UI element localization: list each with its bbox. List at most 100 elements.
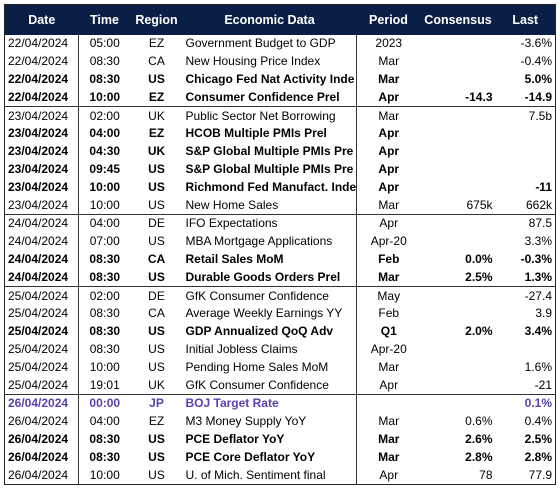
consensus-cell: 675k	[466, 197, 493, 212]
time-cell: 08:30	[89, 431, 121, 446]
period-cell: Q1	[356, 322, 421, 341]
region-cell: CA	[147, 251, 166, 266]
event-cell: Initial Jobless Claims	[185, 341, 298, 356]
period-cell: Feb	[356, 304, 421, 323]
last-cell	[496, 341, 556, 359]
period-cell: Mar	[356, 52, 421, 71]
table-row: 23/04/2024 02:00 UK Public Sector Net Borro…	[4, 106, 556, 125]
consensus-cell	[420, 106, 496, 125]
period-cell: Apr	[356, 142, 421, 161]
time-cell: 10:00	[89, 467, 120, 482]
last-cell: 1.6%	[524, 359, 552, 374]
consensus-cell: 78	[479, 467, 493, 482]
last-cell: 3.3%	[524, 234, 552, 249]
table-row: 25/04/2024 02:00 DE GfK Consumer Confidence…	[4, 286, 556, 305]
table-row: 23/04/2024 04:00 EZ HCOB Multiple PMIs Prel…	[4, 124, 556, 143]
last-cell: 77.9	[528, 467, 552, 482]
date-cell: 22/04/2024	[4, 35, 79, 53]
date-cell: 26/04/2024	[4, 412, 79, 431]
region-cell: US	[148, 234, 165, 249]
region-cell: UK	[130, 106, 183, 125]
time-cell: 08:30	[89, 269, 121, 284]
date-cell: 23/04/2024	[4, 160, 79, 179]
table-row: 23/04/2024 09:45 US S&P Global Multiple PMI…	[4, 160, 556, 179]
consensus-cell: 0.0%	[465, 251, 493, 266]
consensus-cell	[421, 376, 496, 394]
last-cell: 5.0%	[524, 71, 552, 86]
date-cell: 22/04/2024	[4, 88, 79, 107]
date-cell: 23/04/2024	[4, 196, 79, 215]
period-cell: Mar	[356, 358, 421, 377]
last-cell: 662k	[525, 197, 552, 212]
date-cell: 24/04/2024	[4, 213, 79, 233]
period-cell: May	[356, 286, 421, 305]
region-cell: US	[148, 467, 165, 482]
time-cell: 04:00	[89, 126, 121, 141]
region-cell: US	[148, 324, 165, 339]
time-cell: 07:00	[89, 234, 120, 249]
event-cell: GfK Consumer Confidence	[182, 286, 357, 305]
date-cell: 23/04/2024	[4, 178, 79, 197]
last-column-header: Last	[495, 4, 556, 35]
period-cell: Feb	[356, 250, 421, 269]
table-row: 26/04/2024 00:00 JP BOJ Target Rate 0.1%	[4, 393, 556, 413]
consensus-cell	[421, 305, 496, 323]
region-cell: US	[148, 359, 165, 374]
last-cell: -11	[535, 179, 552, 194]
consensus-cell	[421, 358, 496, 376]
date-cell: 23/04/2024	[4, 142, 79, 161]
table-row: 26/04/2024 10:00 US U. of Mich. Sentiment f…	[4, 466, 556, 485]
consensus-cell	[421, 341, 496, 359]
period-cell: Apr	[356, 88, 421, 107]
date-cell: 26/04/2024	[4, 448, 79, 467]
consensus-cell	[421, 125, 496, 143]
event-cell: New Housing Price Index	[185, 54, 321, 69]
consensus-cell: 2.5%	[465, 269, 493, 284]
last-cell: -27.4	[495, 286, 556, 305]
date-cell: 26/04/2024	[4, 466, 79, 485]
region-cell: DE	[130, 286, 183, 305]
time-cell: 10:00	[89, 179, 121, 194]
last-cell: 2.8%	[524, 449, 552, 464]
time-cell: 02:00	[78, 286, 131, 305]
consensus-cell	[420, 286, 496, 305]
date-cell: 25/04/2024	[4, 322, 79, 341]
consensus-column-header: Consensus	[420, 4, 496, 35]
consensus-cell	[421, 53, 496, 71]
event-cell: New Home Sales	[185, 197, 279, 212]
period-cell: Apr	[356, 124, 421, 143]
consensus-cell: 2.0%	[465, 324, 493, 339]
event-cell: GfK Consumer Confidence	[185, 377, 329, 392]
consensus-cell	[421, 143, 496, 161]
period-cell: Apr-20	[356, 232, 421, 251]
period-cell: Mar	[356, 268, 421, 287]
consensus-cell: 2.8%	[465, 449, 493, 464]
time-cell: 08:30	[89, 306, 120, 321]
last-cell: 0.1%	[495, 393, 556, 413]
event-cell: Richmond Fed Manufact. Inde	[185, 179, 357, 194]
time-cell: 00:00	[78, 393, 131, 413]
event-cell: Public Sector Net Borrowing	[182, 106, 357, 125]
region-cell: EZ	[148, 36, 165, 51]
date-cell: 25/04/2024	[4, 376, 79, 395]
region-cell: CA	[148, 306, 165, 321]
consensus-cell	[421, 35, 496, 53]
table-row: 25/04/2024 19:01 UK GfK Consumer Confidence…	[4, 376, 556, 395]
region-cell: US	[148, 449, 165, 464]
period-cell: Mar	[356, 430, 421, 449]
last-cell: 87.5	[495, 213, 556, 233]
time-cell: 10:00	[89, 197, 120, 212]
period-cell: Apr	[356, 466, 421, 485]
time-cell: 04:30	[89, 144, 121, 159]
region-cell: DE	[130, 213, 183, 233]
header-row: Date Time Region Economic Data Period Co…	[4, 4, 556, 35]
region-cell: US	[148, 197, 165, 212]
table-row: 26/04/2024 08:30 US PCE Core Deflator YoY Ma…	[4, 448, 556, 467]
last-cell	[496, 143, 556, 161]
table-row: 26/04/2024 08:30 US PCE Deflator YoY Mar 2.6%…	[4, 430, 556, 449]
period-cell: Apr	[356, 376, 421, 395]
event-cell: Durable Goods Orders Prel	[185, 269, 341, 284]
date-cell: 25/04/2024	[4, 286, 79, 305]
event-cell: IFO Expectations	[182, 213, 357, 233]
time-cell: 10:00	[89, 89, 121, 104]
